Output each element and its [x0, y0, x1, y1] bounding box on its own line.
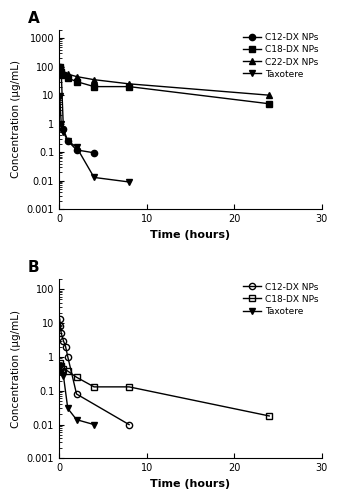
- Taxotere: [59, 120, 63, 126]
- C18-DX NPs: [61, 72, 65, 78]
- C22-DX NPs: [59, 67, 63, 73]
- Line: C12-DX NPs: C12-DX NPs: [57, 316, 132, 428]
- Y-axis label: Concentration (μg/mL): Concentration (μg/mL): [11, 310, 21, 428]
- Taxotere: [66, 138, 70, 144]
- Taxotere: [61, 130, 65, 136]
- Taxotere: [75, 144, 79, 150]
- Line: C12-DX NPs: C12-DX NPs: [57, 64, 97, 156]
- C18-DX NPs: [92, 84, 96, 89]
- C12-DX NPs: [58, 64, 62, 70]
- C22-DX NPs: [58, 64, 62, 70]
- C12-DX NPs: [75, 391, 79, 397]
- C12-DX NPs: [59, 330, 63, 336]
- C22-DX NPs: [61, 70, 65, 76]
- C18-DX NPs: [66, 75, 70, 81]
- Taxotere: [92, 174, 96, 180]
- Legend: C12-DX NPs, C18-DX NPs, Taxotere: C12-DX NPs, C18-DX NPs, Taxotere: [242, 282, 319, 317]
- C18-DX NPs: [66, 368, 70, 374]
- C22-DX NPs: [75, 74, 79, 80]
- C12-DX NPs: [58, 324, 62, 330]
- Line: C22-DX NPs: C22-DX NPs: [57, 64, 272, 98]
- C18-DX NPs: [127, 84, 131, 89]
- C12-DX NPs: [58, 316, 62, 322]
- Line: Taxotere: Taxotere: [57, 94, 132, 185]
- Text: A: A: [27, 11, 39, 26]
- X-axis label: Time (hours): Time (hours): [150, 230, 231, 239]
- Taxotere: [59, 370, 63, 376]
- C18-DX NPs: [58, 64, 62, 70]
- C22-DX NPs: [267, 92, 271, 98]
- C22-DX NPs: [92, 76, 96, 82]
- Text: B: B: [27, 260, 39, 276]
- Taxotere: [75, 416, 79, 422]
- C18-DX NPs: [127, 384, 131, 390]
- Legend: C12-DX NPs, C18-DX NPs, C22-DX NPs, Taxotere: C12-DX NPs, C18-DX NPs, C22-DX NPs, Taxo…: [242, 32, 319, 80]
- C22-DX NPs: [127, 81, 131, 87]
- C12-DX NPs: [61, 126, 65, 132]
- Taxotere: [92, 422, 96, 428]
- C12-DX NPs: [66, 354, 70, 360]
- C12-DX NPs: [61, 338, 65, 344]
- Taxotere: [66, 406, 70, 411]
- Line: Taxotere: Taxotere: [57, 364, 97, 428]
- Taxotere: [58, 364, 62, 370]
- C12-DX NPs: [66, 138, 70, 144]
- C12-DX NPs: [63, 344, 67, 349]
- Taxotere: [61, 372, 65, 378]
- C18-DX NPs: [75, 78, 79, 84]
- Taxotere: [58, 94, 62, 100]
- C18-DX NPs: [59, 362, 63, 368]
- Line: C18-DX NPs: C18-DX NPs: [57, 64, 272, 107]
- Line: C18-DX NPs: C18-DX NPs: [57, 360, 272, 419]
- Y-axis label: Concentration (μg/mL): Concentration (μg/mL): [11, 60, 21, 178]
- C22-DX NPs: [66, 71, 70, 77]
- X-axis label: Time (hours): Time (hours): [150, 479, 231, 489]
- C18-DX NPs: [58, 360, 62, 366]
- C18-DX NPs: [75, 374, 79, 380]
- C18-DX NPs: [61, 366, 65, 372]
- Taxotere: [127, 179, 131, 185]
- C12-DX NPs: [92, 150, 96, 156]
- C18-DX NPs: [59, 69, 63, 75]
- C12-DX NPs: [75, 147, 79, 153]
- C18-DX NPs: [92, 384, 96, 390]
- C18-DX NPs: [267, 101, 271, 107]
- C18-DX NPs: [267, 413, 271, 419]
- C12-DX NPs: [59, 69, 63, 75]
- C12-DX NPs: [127, 422, 131, 428]
